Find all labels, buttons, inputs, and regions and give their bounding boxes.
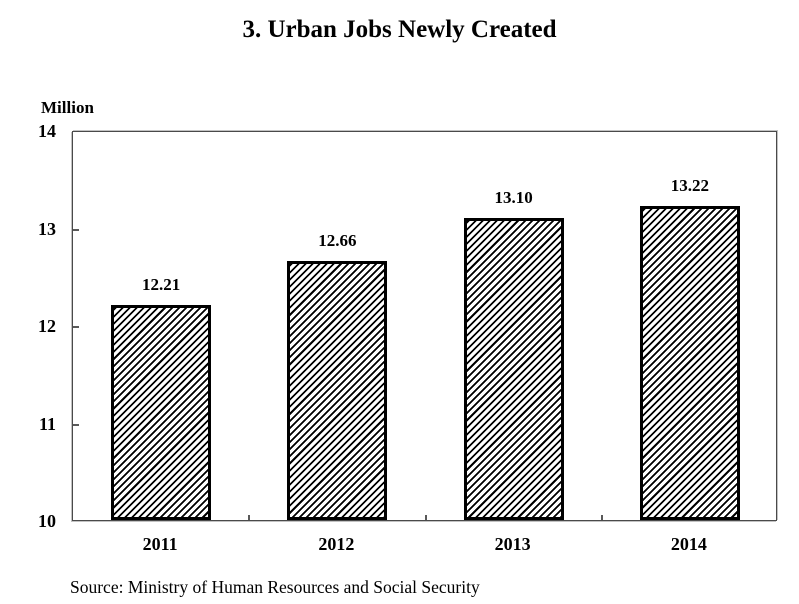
- x-tick-label-2014: 2014: [670, 534, 707, 554]
- y-tick-label-13: 13: [38, 218, 56, 239]
- chart-title: 3. Urban Jobs Newly Created: [242, 16, 557, 43]
- bar-2011: [111, 304, 212, 520]
- bar-value-label-2011: 12.21: [142, 274, 181, 294]
- plot-area: 12.21 12.66 13.10 13.22: [72, 131, 777, 521]
- x-axis-tick: [424, 515, 427, 520]
- bar-value-label-2012: 12.66: [318, 230, 357, 250]
- x-axis-tick: [600, 515, 603, 520]
- y-axis-unit-label: Million: [41, 98, 94, 117]
- x-tick-label-2012: 2012: [318, 534, 355, 554]
- y-tick-label-12: 12: [38, 316, 56, 336]
- y-tick-label-10: 10: [38, 511, 56, 531]
- bar-2013: [463, 217, 564, 520]
- bar-2012: [287, 260, 388, 520]
- y-axis-tick: [73, 228, 79, 231]
- bar-2014: [639, 206, 740, 520]
- source-note: Source: Ministry of Human Resources and …: [70, 577, 480, 597]
- y-tick-label-11: 11: [38, 413, 56, 434]
- x-tick-label-2011: 2011: [142, 534, 178, 554]
- y-tick-label-14: 14: [38, 121, 56, 141]
- bar-value-label-2013: 13.10: [494, 187, 533, 207]
- x-axis-tick: [248, 515, 251, 520]
- y-axis-tick: [73, 423, 79, 426]
- x-tick-label-2013: 2013: [494, 534, 531, 554]
- y-axis-tick: [73, 326, 79, 328]
- bar-value-label-2014: 13.22: [670, 176, 709, 196]
